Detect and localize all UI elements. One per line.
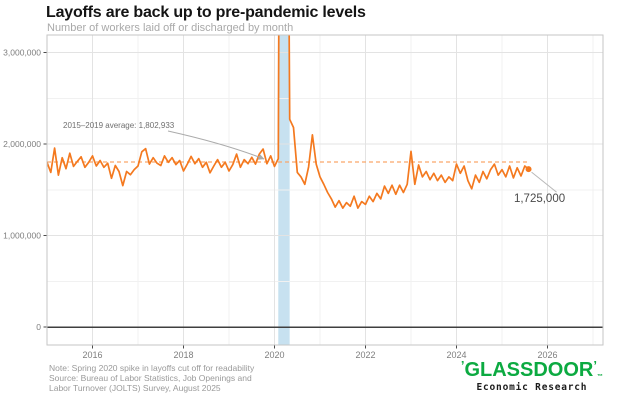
chart-subtitle: Number of workers laid off or discharged… (47, 22, 294, 34)
logo-text: GLASSDOOR (464, 359, 594, 381)
footnote-line-2: Source: Bureau of Labor Statistics, Job … (49, 373, 252, 383)
x-axis-tick-label: 2024 (446, 350, 466, 360)
latest-value-leader-line (531, 171, 557, 193)
glassdoor-wordmark: ’GLASSDOOR’™ (460, 358, 603, 381)
logo-left-quote-mark: ’ (460, 358, 465, 373)
plot-panel-border (46, 34, 604, 346)
chart-title: Layoffs are back up to pre-pandemic leve… (46, 4, 366, 21)
footnote-block: Note: Spring 2020 spike in layoffs cut o… (49, 363, 254, 393)
y-axis-tick-label: 0 (36, 322, 41, 332)
layoffs-line-chart: 1,725,000 2015–2019 average: 1,802,933 0 1,… (3, 34, 604, 360)
logo-right-quote-mark: ’ (593, 358, 597, 373)
y-axis-tick-label: 3,000,000 (3, 48, 41, 58)
footnote-line-3: Labor Turnover (JOLTS) Survey, August 20… (49, 383, 221, 393)
x-axis-tick-label: 2026 (537, 350, 557, 360)
y-axis-tick-label: 2,000,000 (3, 139, 41, 149)
x-axis-tick-label: 2016 (82, 350, 102, 360)
y-axis-tick-label: 1,000,000 (3, 231, 41, 241)
logo-tagline: Economic Research (476, 382, 588, 393)
latest-point-marker (525, 166, 532, 173)
glassdoor-logo: ’GLASSDOOR’™ Economic Research (460, 358, 603, 393)
latest-value-label: 1,725,000 (514, 193, 565, 205)
logo-trademark-icon: ™ (597, 374, 603, 380)
x-axis-tick-label: 2020 (264, 350, 284, 360)
x-axis-tick-label: 2018 (173, 350, 193, 360)
layoffs-series-line (47, 35, 530, 209)
footnote-line-1: Note: Spring 2020 spike in layoffs cut o… (49, 363, 255, 373)
average-annotation-arrow (167, 130, 265, 160)
average-annotation-label: 2015–2019 average: 1,802,933 (63, 121, 175, 130)
x-axis-tick-label: 2022 (355, 350, 375, 360)
